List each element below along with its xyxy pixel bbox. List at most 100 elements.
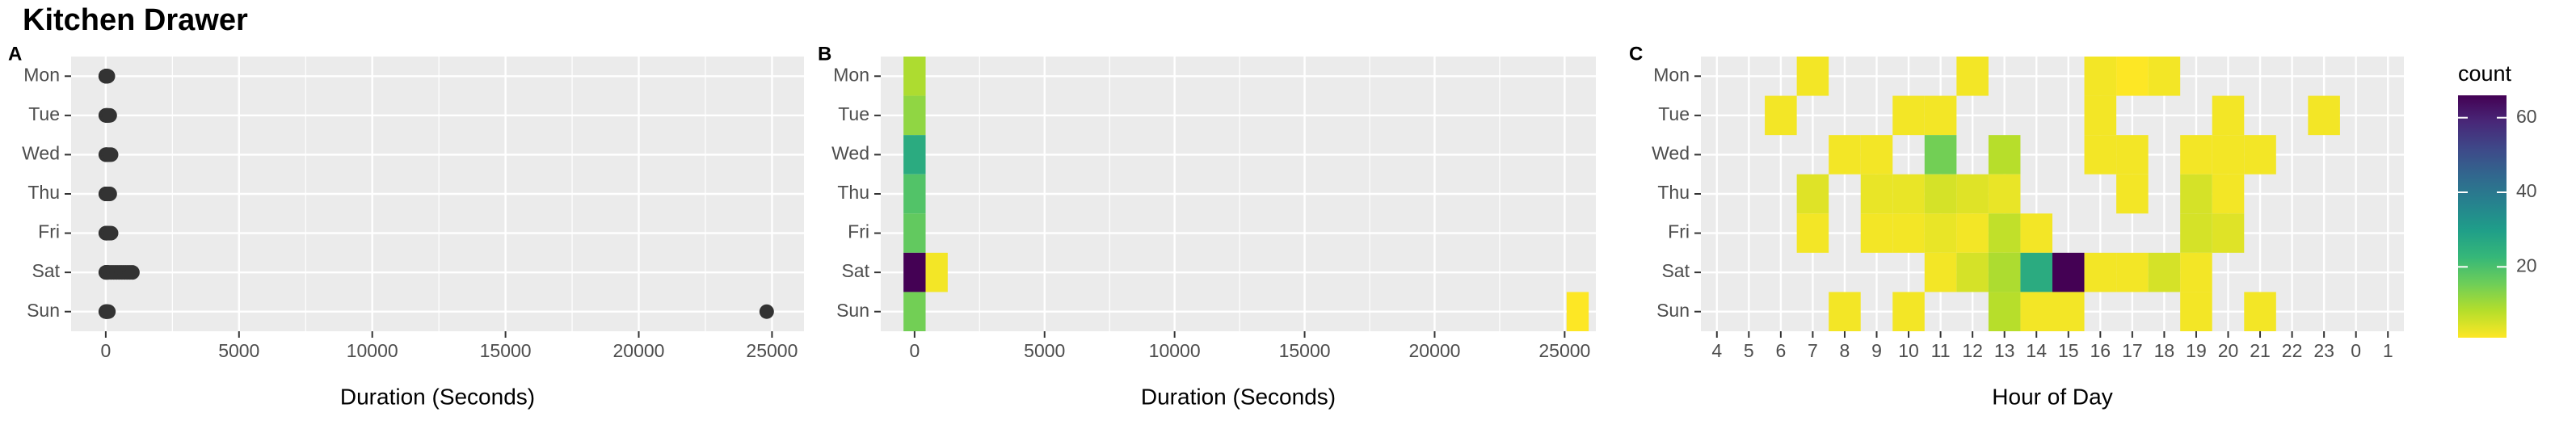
y-tick-label: Sun [27,300,60,321]
x-tick-label: 13 [1994,340,2015,361]
y-tick-label: Sat [1661,260,1690,281]
figure-title: Kitchen Drawer [23,3,248,37]
heatmap-cell [2084,57,2117,96]
x-tick-label: 20000 [1408,340,1460,361]
x-tick-label: 19 [2186,340,2207,361]
y-tick-label: Mon [23,64,60,85]
x-axis-title: Duration (Seconds) [1141,384,1336,409]
heatmap-cell [903,135,926,175]
panel-label: B [818,43,831,65]
x-tick-label: 0 [100,340,111,361]
x-tick-label: 18 [2154,340,2175,361]
heatmap-cell [903,95,926,136]
x-tick-label: 14 [2026,340,2047,361]
heatmap-cell [2116,57,2149,96]
heatmap-cell [2084,135,2117,175]
heatmap-cell [1829,292,1861,331]
y-tick-label: Mon [1653,64,1690,85]
x-tick-label: 8 [1840,340,1850,361]
data-point [102,107,117,123]
y-tick-label: Mon [833,64,869,85]
data-point [100,69,116,84]
heatmap-cell [1956,252,1989,292]
heatmap-cell [1988,292,2021,331]
heatmap-cell [2212,213,2245,253]
data-point [103,147,119,162]
data-point [101,304,116,319]
panel-label: A [8,43,22,65]
x-tick-label: 12 [1962,340,1983,361]
heatmap-cell [2244,292,2276,331]
heatmap-cell [1956,174,1989,214]
heatmap-cell [2084,252,2117,292]
x-tick-label: 5000 [218,340,259,361]
heatmap-cell [903,57,926,96]
x-tick-label: 4 [1711,340,1722,361]
heatmap-cell [2180,292,2212,331]
heatmap-cell [1566,292,1589,331]
heatmap-cell [1860,213,1893,253]
heatmap-cell [2180,252,2212,292]
heatmap-cell [1956,213,1989,253]
heatmap-cell [1892,292,1925,331]
heatmap-cell [1765,95,1797,136]
x-tick-label: 22 [2282,340,2303,361]
heatmap-cell [2180,135,2212,175]
x-tick-label: 11 [1931,340,1951,361]
heatmap-cell [1988,252,2021,292]
heatmap-cell [1796,213,1829,253]
heatmap-cell [1924,174,1957,214]
heatmap-cell [2052,252,2085,292]
y-tick-label: Sun [1656,300,1690,321]
heatmap-cell [1796,57,1829,96]
x-tick-label: 0 [2351,340,2361,361]
panel-label: C [1629,43,1643,65]
heatmap-cell [1860,174,1893,214]
legend-colorbar [2458,95,2507,338]
x-tick-label: 17 [2122,340,2143,361]
heatmap-cell [1924,213,1957,253]
x-tick-label: 25000 [1538,340,1590,361]
heatmap-cell [2148,252,2181,292]
x-tick-label: 20 [2218,340,2239,361]
heatmap-cell [2020,213,2052,253]
x-tick-label: 9 [1871,340,1882,361]
x-tick-label: 23 [2313,340,2334,361]
heatmap-cell [2308,95,2340,136]
y-tick-label: Thu [837,182,869,203]
y-tick-label: Thu [27,182,60,203]
x-tick-label: 10 [1898,340,1919,361]
x-tick-label: 15 [2058,340,2079,361]
data-point [759,304,774,319]
heatmap-cell [1988,135,2021,175]
heatmap-cell [925,252,948,292]
heatmap-cell [2116,174,2149,214]
heatmap-cell [1924,135,1957,175]
heatmap-cell [2212,95,2245,136]
heatmap-cell [2212,135,2245,175]
data-point [124,265,140,280]
y-tick-label: Tue [838,103,869,124]
heatmap-cell [2116,252,2149,292]
x-tick-label: 15000 [1279,340,1331,361]
y-tick-label: Fri [38,221,60,242]
heatmap-cell [2052,292,2085,331]
heatmap-cell [2212,174,2245,214]
y-tick-label: Fri [848,221,869,242]
heatmap-cell [1829,135,1861,175]
x-tick-label: 16 [2090,340,2111,361]
y-tick-label: Tue [28,103,60,124]
heatmap-cell [1892,174,1925,214]
legend-title: count [2458,61,2512,86]
y-tick-label: Fri [1668,221,1690,242]
heatmap-cell [1860,135,1893,175]
y-tick-label: Sat [841,260,869,281]
x-tick-label: 15000 [480,340,532,361]
legend-tick-label: 60 [2516,106,2537,127]
legend-tick-label: 40 [2516,180,2537,201]
x-tick-label: 10000 [347,340,398,361]
heatmap-cell [1988,213,2021,253]
x-tick-label: 5 [1744,340,1754,361]
heatmap-cell [2244,135,2276,175]
x-tick-label: 7 [1808,340,1818,361]
